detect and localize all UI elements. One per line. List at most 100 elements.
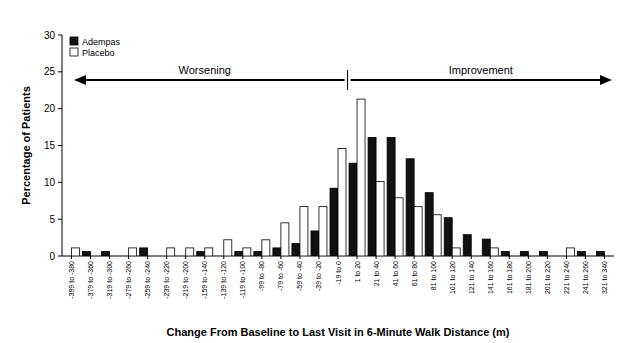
x-tick-label: 181 to 200 xyxy=(525,261,532,294)
x-tick xyxy=(566,256,567,259)
bar xyxy=(262,240,270,256)
annotation: Worsening xyxy=(179,64,231,76)
bar xyxy=(501,252,509,256)
bar xyxy=(414,207,422,256)
bar xyxy=(376,182,384,256)
legend: AdempasPlacebo xyxy=(70,37,121,58)
x-tick-label: -379 to -360 xyxy=(87,261,94,299)
x-tick xyxy=(414,256,415,259)
arrow-head xyxy=(600,75,612,85)
x-tick xyxy=(128,256,129,259)
bar xyxy=(425,193,433,256)
bar xyxy=(577,252,585,256)
x-tick xyxy=(395,256,396,259)
x-tick xyxy=(147,256,148,259)
x-tick xyxy=(109,256,110,259)
y-tick xyxy=(58,182,62,183)
x-tick xyxy=(357,256,358,259)
x-tick-label: -19 to 0 xyxy=(335,261,342,285)
bar xyxy=(121,256,129,257)
bar xyxy=(311,231,319,256)
bar xyxy=(167,248,175,256)
bar xyxy=(273,248,281,256)
bar xyxy=(444,218,452,256)
bar xyxy=(140,248,148,256)
x-tick xyxy=(509,256,510,259)
y-tick xyxy=(58,108,62,109)
x-tick-label: -319 to -300 xyxy=(106,261,113,299)
bar xyxy=(338,148,346,256)
bar xyxy=(349,163,357,256)
bar xyxy=(387,137,395,256)
annotation: Improvement xyxy=(449,64,513,76)
bar xyxy=(558,256,566,257)
arrow-line xyxy=(351,79,604,81)
bar xyxy=(159,256,167,257)
x-tick-label: 221 to 240 xyxy=(563,261,570,294)
annotations: Worsening Improvement xyxy=(74,64,612,90)
legend-swatch xyxy=(70,37,78,45)
bar xyxy=(148,256,156,257)
y-tick-label: 10 xyxy=(44,177,56,188)
bar xyxy=(547,256,555,257)
bar xyxy=(64,256,72,257)
bar xyxy=(102,252,110,256)
x-tick xyxy=(585,256,586,259)
x-tick xyxy=(166,256,167,259)
divider xyxy=(347,70,348,90)
x-tick-label: -279 to -260 xyxy=(125,261,132,299)
bar xyxy=(281,223,289,256)
bar xyxy=(585,256,593,257)
x-tick-label: 321 to 340 xyxy=(601,261,608,294)
bar xyxy=(539,252,547,256)
bar xyxy=(110,256,118,257)
bar xyxy=(368,137,376,256)
x-tick xyxy=(223,256,224,259)
x-tick xyxy=(338,256,339,259)
bar xyxy=(319,207,327,256)
x-tick-label: 101 to 120 xyxy=(449,261,456,294)
legend-label: Placebo xyxy=(82,48,115,58)
x-tick-label: -259 to -240 xyxy=(144,261,151,299)
x-tick-label: 41 to 60 xyxy=(392,261,399,286)
x-tick xyxy=(433,256,434,259)
x-tick-label: 241 to 260 xyxy=(582,261,589,294)
x-tick-label: 81 to 100 xyxy=(430,261,437,290)
y-axis-title: Percentage of Patients xyxy=(20,86,32,205)
bar xyxy=(83,252,91,256)
x-tick xyxy=(490,256,491,259)
x-tick-label: 141 to 160 xyxy=(487,261,494,294)
x-tick xyxy=(242,256,243,259)
y-tick-label: 30 xyxy=(44,30,56,41)
bar xyxy=(216,256,224,257)
arrow-head xyxy=(74,75,86,85)
y-tick-label: 0 xyxy=(49,251,55,262)
bar xyxy=(72,248,80,256)
x-tick-label: -139 to -120 xyxy=(220,261,227,299)
y-tick-label: 25 xyxy=(44,66,56,77)
bar xyxy=(224,240,232,256)
bar xyxy=(357,99,365,256)
x-tick-label: 201 to 220 xyxy=(544,261,551,294)
x-tick-label: -159 to -140 xyxy=(201,261,208,299)
x-tick-label: -39 to -20 xyxy=(315,261,322,291)
bar xyxy=(178,256,186,257)
bar xyxy=(330,188,338,256)
bar xyxy=(243,248,251,256)
bar xyxy=(528,256,536,257)
bar xyxy=(300,207,308,256)
bar xyxy=(91,256,99,257)
x-tick-label: -119 to -100 xyxy=(239,261,246,298)
bar xyxy=(490,248,498,256)
bar xyxy=(433,215,441,256)
x-tick xyxy=(261,256,262,259)
x-tick xyxy=(280,256,281,259)
x-tick xyxy=(204,256,205,259)
x-tick-label: 161 to 180 xyxy=(506,261,513,294)
bar xyxy=(129,248,137,256)
bar xyxy=(205,248,213,256)
x-tick xyxy=(528,256,529,259)
x-tick-label: -219 to -200 xyxy=(182,261,189,299)
x-tick xyxy=(299,256,300,259)
legend-swatch xyxy=(70,48,78,56)
